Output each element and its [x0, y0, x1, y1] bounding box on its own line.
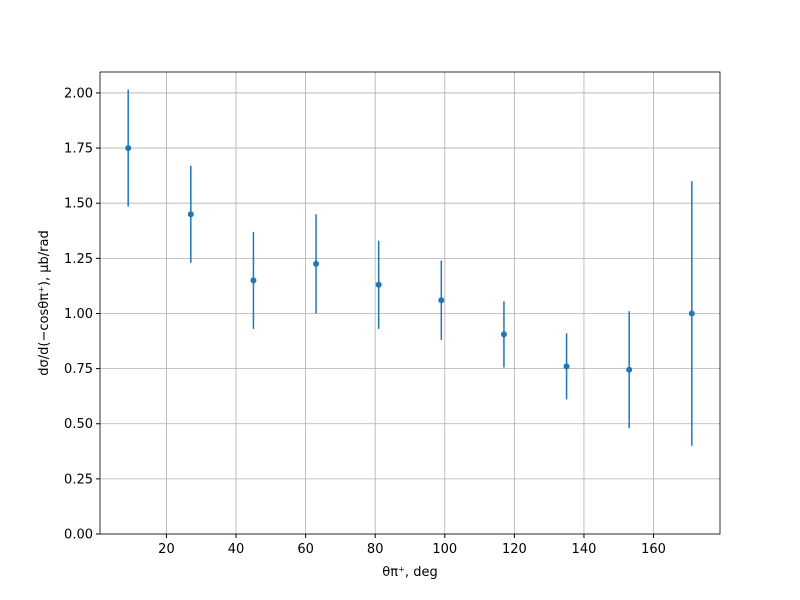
data-point — [250, 277, 257, 284]
x-tick-label: 40 — [228, 542, 245, 557]
x-tick-label: 80 — [367, 542, 384, 557]
y-tick-label: 1.75 — [64, 142, 93, 157]
x-tick-label: 120 — [502, 542, 527, 557]
y-tick-label: 1.50 — [64, 197, 93, 212]
y-tick-label: 0.00 — [64, 528, 93, 543]
data-point — [626, 366, 633, 373]
y-tick-label: 0.75 — [64, 362, 93, 377]
y-tick-label: 2.00 — [64, 86, 93, 101]
data-point — [187, 211, 194, 218]
y-tick-label: 0.25 — [64, 472, 93, 487]
x-tick-label: 60 — [297, 542, 314, 557]
y-tick-label: 1.25 — [64, 252, 93, 267]
x-axis-label: θπ⁺, deg — [382, 565, 437, 580]
y-tick-label: 0.50 — [64, 417, 93, 432]
data-point — [125, 145, 132, 152]
y-tick-label: 1.00 — [64, 307, 93, 322]
y-axis-label: dσ/d(−cosθπ⁺), μb/rad — [37, 230, 52, 375]
data-point — [688, 310, 695, 317]
x-tick-label: 160 — [641, 542, 666, 557]
data-point — [500, 331, 507, 338]
x-tick-label: 140 — [572, 542, 597, 557]
x-tick-label: 100 — [432, 542, 457, 557]
data-point — [375, 281, 382, 288]
data-point — [313, 260, 320, 267]
plot-frame — [99, 71, 721, 535]
x-tick-label: 20 — [158, 542, 175, 557]
data-point — [438, 297, 445, 304]
data-point — [563, 363, 570, 370]
